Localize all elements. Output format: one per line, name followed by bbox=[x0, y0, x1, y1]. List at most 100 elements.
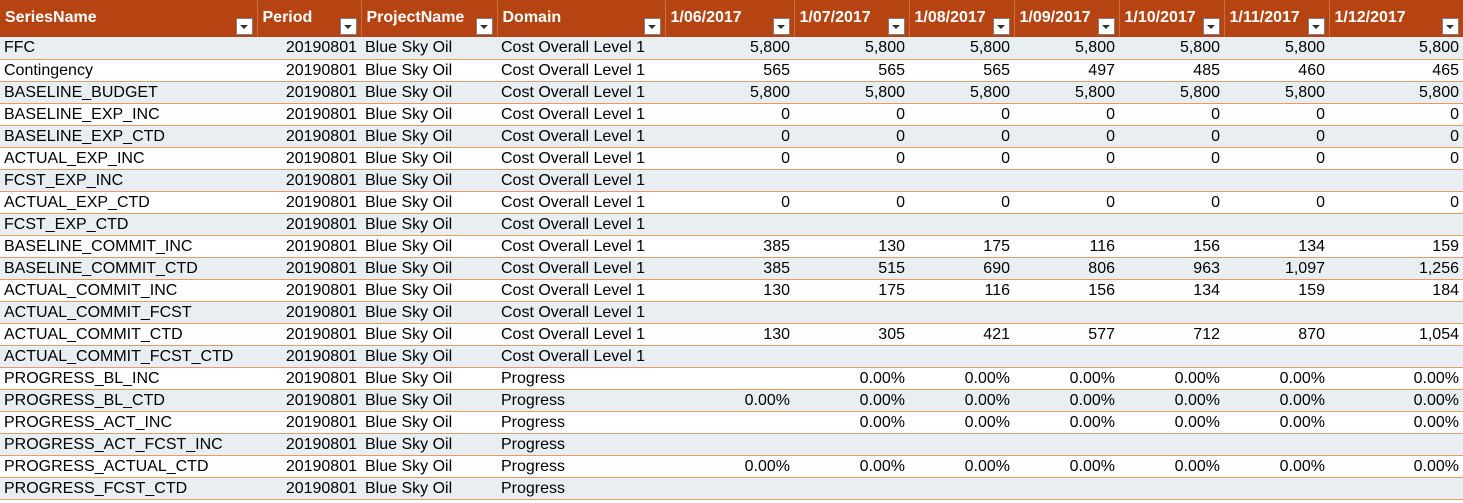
table-cell[interactable] bbox=[909, 301, 1014, 324]
table-cell[interactable]: Progress bbox=[497, 433, 665, 456]
table-cell[interactable] bbox=[1224, 301, 1329, 324]
table-cell[interactable] bbox=[1119, 433, 1224, 456]
table-cell[interactable]: 159 bbox=[1329, 235, 1463, 258]
table-cell[interactable]: 0.00% bbox=[1119, 367, 1224, 390]
table-cell[interactable]: 0.00% bbox=[794, 367, 909, 390]
table-cell[interactable]: 0.00% bbox=[1014, 411, 1119, 434]
table-cell[interactable]: 0.00% bbox=[1224, 367, 1329, 390]
table-cell[interactable]: BASELINE_COMMIT_INC bbox=[0, 235, 257, 258]
table-cell[interactable]: Progress bbox=[497, 411, 665, 434]
table-cell[interactable]: 20190801 bbox=[257, 213, 361, 236]
table-cell[interactable]: 0 bbox=[794, 191, 909, 214]
table-cell[interactable]: 0.00% bbox=[794, 411, 909, 434]
table-cell[interactable]: 0 bbox=[1224, 191, 1329, 214]
table-cell[interactable] bbox=[1329, 301, 1463, 324]
table-cell[interactable]: 0 bbox=[665, 147, 794, 170]
table-cell[interactable]: BASELINE_COMMIT_CTD bbox=[0, 257, 257, 280]
table-cell[interactable]: Blue Sky Oil bbox=[361, 147, 497, 170]
table-cell[interactable]: Blue Sky Oil bbox=[361, 389, 497, 412]
filter-dropdown-icon[interactable] bbox=[475, 18, 493, 35]
table-cell[interactable]: 0 bbox=[794, 125, 909, 148]
filter-dropdown-icon[interactable] bbox=[235, 18, 253, 35]
table-cell[interactable]: Blue Sky Oil bbox=[361, 235, 497, 258]
table-cell[interactable]: BASELINE_EXP_INC bbox=[0, 103, 257, 126]
table-cell[interactable]: 5,800 bbox=[909, 81, 1014, 104]
table-cell[interactable]: 870 bbox=[1224, 323, 1329, 346]
table-cell[interactable]: 175 bbox=[909, 235, 1014, 258]
table-cell[interactable] bbox=[1119, 477, 1224, 500]
table-cell[interactable]: 0 bbox=[1224, 103, 1329, 126]
table-cell[interactable] bbox=[1119, 213, 1224, 236]
table-cell[interactable]: Progress bbox=[497, 367, 665, 390]
table-cell[interactable]: 0 bbox=[909, 103, 1014, 126]
table-cell[interactable]: ACTUAL_COMMIT_FCST_CTD bbox=[0, 345, 257, 368]
column-header[interactable]: 1/06/2017 bbox=[665, 0, 795, 37]
table-cell[interactable]: BASELINE_EXP_CTD bbox=[0, 125, 257, 148]
table-cell[interactable]: 5,800 bbox=[1224, 81, 1329, 104]
column-header[interactable]: 1/07/2017 bbox=[794, 0, 910, 37]
filter-dropdown-icon[interactable] bbox=[1202, 18, 1220, 35]
table-cell[interactable]: Cost Overall Level 1 bbox=[497, 37, 665, 60]
table-cell[interactable]: FFC bbox=[0, 37, 257, 60]
table-cell[interactable]: 0.00% bbox=[1329, 411, 1463, 434]
table-cell[interactable] bbox=[665, 169, 794, 192]
column-header[interactable]: 1/11/2017 bbox=[1224, 0, 1330, 37]
table-cell[interactable]: 159 bbox=[1224, 279, 1329, 302]
table-cell[interactable]: 1,097 bbox=[1224, 257, 1329, 280]
table-cell[interactable] bbox=[665, 345, 794, 368]
table-cell[interactable]: 0 bbox=[1119, 103, 1224, 126]
table-cell[interactable]: Cost Overall Level 1 bbox=[497, 345, 665, 368]
table-cell[interactable]: 0.00% bbox=[1224, 389, 1329, 412]
table-cell[interactable]: 0 bbox=[1329, 147, 1463, 170]
filter-dropdown-icon[interactable] bbox=[1441, 18, 1459, 35]
table-cell[interactable]: 20190801 bbox=[257, 433, 361, 456]
table-cell[interactable] bbox=[794, 345, 909, 368]
table-cell[interactable]: Blue Sky Oil bbox=[361, 103, 497, 126]
table-cell[interactable]: 0 bbox=[909, 147, 1014, 170]
table-cell[interactable] bbox=[909, 169, 1014, 192]
table-cell[interactable]: 5,800 bbox=[1329, 37, 1463, 60]
table-cell[interactable] bbox=[794, 477, 909, 500]
table-cell[interactable]: 20190801 bbox=[257, 301, 361, 324]
table-cell[interactable]: Cost Overall Level 1 bbox=[497, 169, 665, 192]
filter-dropdown-icon[interactable] bbox=[992, 18, 1010, 35]
table-cell[interactable]: Blue Sky Oil bbox=[361, 169, 497, 192]
table-cell[interactable]: 134 bbox=[1224, 235, 1329, 258]
table-cell[interactable]: Blue Sky Oil bbox=[361, 455, 497, 478]
table-cell[interactable]: 20190801 bbox=[257, 455, 361, 478]
table-cell[interactable]: 963 bbox=[1119, 257, 1224, 280]
table-cell[interactable]: Blue Sky Oil bbox=[361, 213, 497, 236]
table-cell[interactable]: 130 bbox=[665, 279, 794, 302]
table-cell[interactable] bbox=[665, 433, 794, 456]
table-cell[interactable]: 5,800 bbox=[1224, 37, 1329, 60]
table-cell[interactable]: 0.00% bbox=[1329, 389, 1463, 412]
table-cell[interactable]: FCST_EXP_CTD bbox=[0, 213, 257, 236]
table-cell[interactable]: 1,256 bbox=[1329, 257, 1463, 280]
table-cell[interactable]: Cost Overall Level 1 bbox=[497, 323, 665, 346]
table-cell[interactable]: 712 bbox=[1119, 323, 1224, 346]
table-cell[interactable]: 806 bbox=[1014, 257, 1119, 280]
table-cell[interactable]: Progress bbox=[497, 477, 665, 500]
table-cell[interactable]: 0 bbox=[1329, 191, 1463, 214]
table-cell[interactable]: 0.00% bbox=[1014, 389, 1119, 412]
table-cell[interactable]: 0 bbox=[665, 191, 794, 214]
table-cell[interactable]: 0 bbox=[1329, 125, 1463, 148]
table-cell[interactable]: 20190801 bbox=[257, 125, 361, 148]
table-cell[interactable] bbox=[794, 169, 909, 192]
table-cell[interactable]: 20190801 bbox=[257, 257, 361, 280]
column-header[interactable]: 1/10/2017 bbox=[1119, 0, 1225, 37]
table-cell[interactable] bbox=[1329, 433, 1463, 456]
table-cell[interactable]: 0 bbox=[1119, 191, 1224, 214]
table-cell[interactable]: 0 bbox=[1224, 147, 1329, 170]
table-cell[interactable]: Blue Sky Oil bbox=[361, 37, 497, 60]
table-cell[interactable]: PROGRESS_FCST_CTD bbox=[0, 477, 257, 500]
table-cell[interactable]: ACTUAL_COMMIT_FCST bbox=[0, 301, 257, 324]
table-cell[interactable]: Cost Overall Level 1 bbox=[497, 235, 665, 258]
table-cell[interactable]: 130 bbox=[665, 323, 794, 346]
table-cell[interactable] bbox=[909, 345, 1014, 368]
filter-dropdown-icon[interactable] bbox=[1097, 18, 1115, 35]
table-cell[interactable]: 690 bbox=[909, 257, 1014, 280]
table-cell[interactable]: 0.00% bbox=[909, 389, 1014, 412]
table-cell[interactable]: 0.00% bbox=[1224, 411, 1329, 434]
table-cell[interactable]: ACTUAL_COMMIT_INC bbox=[0, 279, 257, 302]
